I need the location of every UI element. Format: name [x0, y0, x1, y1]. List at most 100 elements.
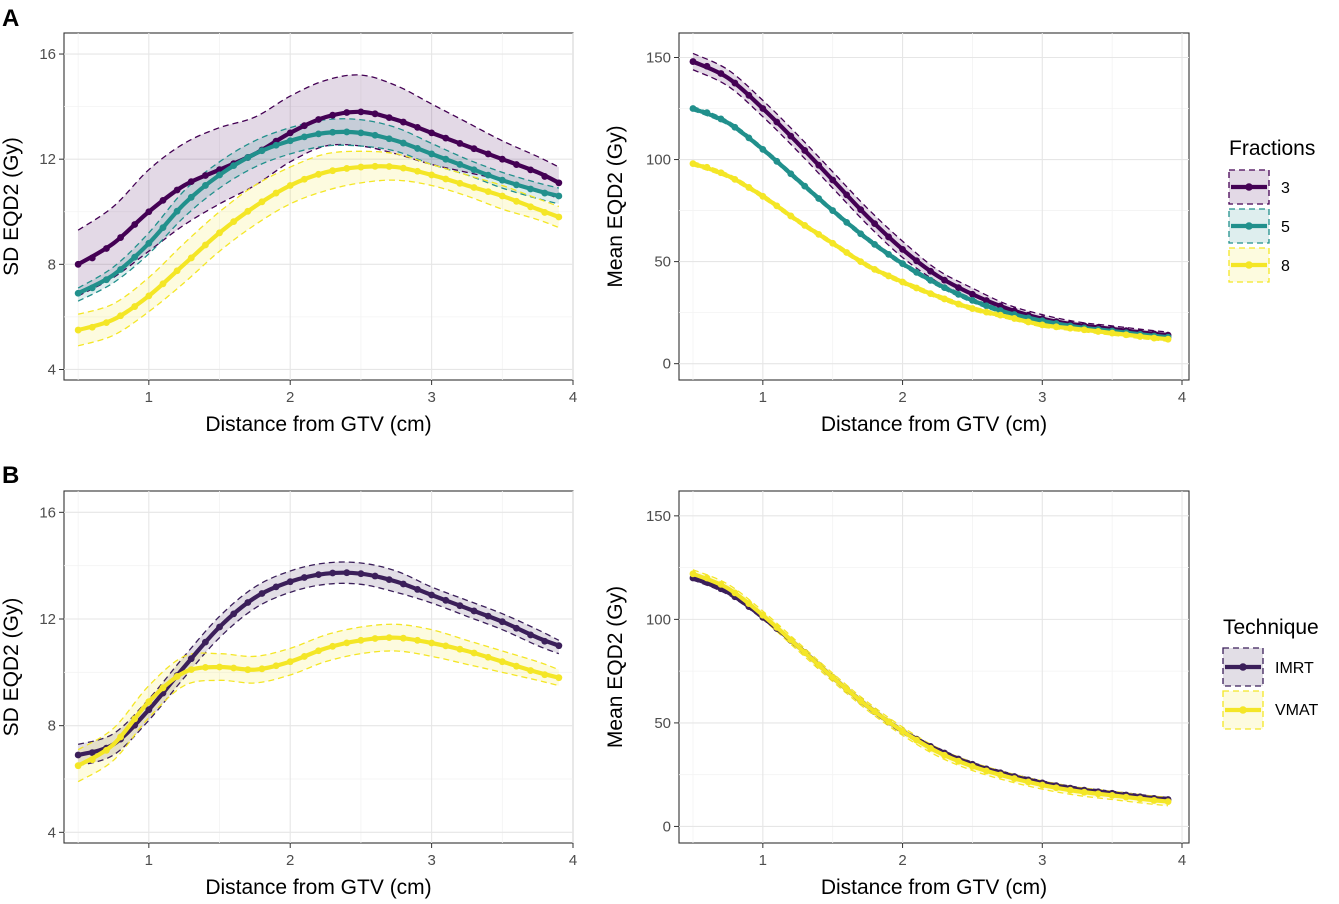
point-5 — [484, 171, 492, 179]
x-tick-label: 3 — [1038, 389, 1046, 406]
point-vmat — [74, 762, 82, 770]
point-8 — [103, 319, 110, 327]
point-vmat — [201, 664, 209, 671]
point-vmat — [996, 771, 1004, 779]
point-vmat — [885, 718, 892, 726]
point-8 — [498, 192, 506, 200]
ribbon-8 — [78, 151, 559, 346]
point-vmat — [689, 570, 697, 578]
y-tick-label: 12 — [39, 611, 56, 628]
ribbon-edge-lower-vmat — [77, 650, 560, 783]
point-8 — [357, 163, 365, 171]
point-8 — [1108, 329, 1116, 337]
plot-panel-background — [678, 490, 1190, 844]
point-5 — [131, 253, 139, 261]
point-imrt — [201, 638, 209, 646]
y-tick-label: 4 — [48, 361, 56, 378]
point-3 — [385, 114, 393, 122]
legend-label-8: 8 — [1281, 258, 1290, 275]
point-vmat — [300, 653, 308, 660]
ribbon-5 — [78, 118, 559, 302]
point-vmat — [428, 639, 436, 647]
panel-tag-b: B — [2, 462, 19, 489]
line-5 — [77, 129, 560, 296]
point-3 — [74, 260, 82, 268]
point-vmat — [187, 666, 195, 674]
point-3 — [927, 267, 934, 275]
point-vmat — [1010, 775, 1018, 782]
point-8 — [899, 278, 906, 286]
point-3 — [88, 254, 96, 262]
point-vmat — [131, 715, 139, 723]
point-8 — [913, 284, 920, 292]
point-5 — [801, 182, 809, 190]
point-3 — [759, 105, 767, 112]
point-3 — [801, 147, 809, 154]
point-5 — [300, 133, 308, 141]
point-5 — [216, 171, 223, 179]
y-tick-label: 150 — [646, 508, 671, 525]
point-5 — [555, 192, 563, 200]
legend-key-point-imrt — [1239, 663, 1247, 671]
legend-key-point-3 — [1245, 183, 1253, 191]
point-vmat — [272, 662, 280, 670]
point-5 — [442, 155, 450, 163]
point-3 — [343, 109, 351, 116]
point-vmat — [1108, 791, 1116, 799]
point-imrt — [74, 751, 82, 759]
x-tick-label: 3 — [1038, 852, 1046, 869]
point-imrt — [555, 642, 563, 650]
point-5 — [745, 134, 753, 142]
point-5 — [773, 157, 781, 165]
ribbon-edge-lower-imrt — [77, 582, 560, 767]
point-vmat — [955, 757, 962, 765]
point-vmat — [315, 647, 322, 655]
point-8 — [996, 311, 1004, 319]
point-5 — [343, 128, 351, 136]
line-vmat — [692, 571, 1169, 804]
legend-item-8: 8 — [1228, 247, 1290, 283]
point-vmat — [258, 665, 266, 673]
x-axis-title: Distance from GTV (cm) — [205, 876, 431, 899]
point-8 — [513, 197, 520, 205]
point-vmat — [745, 600, 753, 607]
point-3 — [913, 257, 920, 265]
point-3 — [773, 118, 781, 126]
point-3 — [843, 191, 851, 199]
point-vmat — [1136, 795, 1144, 803]
point-8 — [969, 305, 976, 312]
y-tick-label: 100 — [646, 152, 671, 169]
point-3 — [857, 206, 865, 214]
point-5 — [941, 284, 948, 292]
point-8 — [1122, 331, 1130, 339]
point-3 — [717, 70, 725, 77]
point-8 — [857, 258, 865, 265]
legend-key-point-vmat — [1239, 706, 1247, 714]
point-8 — [145, 292, 153, 300]
point-8 — [941, 295, 948, 303]
point-5 — [414, 145, 421, 152]
point-8 — [829, 239, 837, 247]
point-3 — [689, 58, 697, 65]
point-3 — [731, 79, 739, 87]
ribbon-3 — [78, 74, 559, 296]
point-imrt — [470, 607, 478, 615]
point-8 — [731, 175, 739, 183]
point-5 — [787, 170, 795, 178]
y-tick-label: 50 — [654, 254, 671, 271]
legend-key-point-5 — [1245, 222, 1253, 230]
point-8 — [244, 207, 252, 215]
point-3 — [117, 234, 124, 241]
point-3 — [527, 166, 534, 174]
point-8 — [272, 189, 280, 197]
point-8 — [1094, 328, 1102, 335]
point-vmat — [117, 733, 124, 741]
legend-title-technique: Technique — [1223, 616, 1319, 639]
line-vmat — [77, 635, 560, 768]
point-vmat — [216, 663, 223, 671]
point-5 — [385, 135, 393, 143]
point-imrt — [216, 623, 223, 631]
point-5 — [244, 154, 252, 161]
point-vmat — [871, 708, 879, 716]
point-8 — [717, 169, 725, 177]
